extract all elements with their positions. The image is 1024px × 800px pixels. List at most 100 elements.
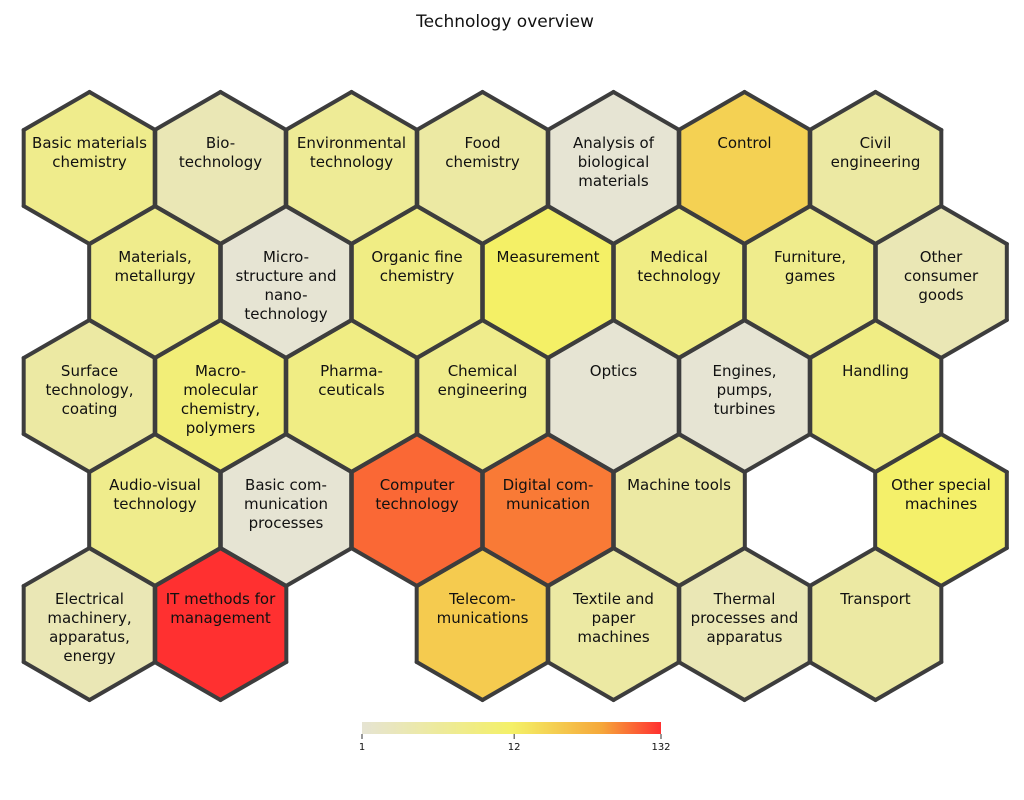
group-border-edge <box>676 546 747 588</box>
chart-title: Technology overview <box>416 12 594 32</box>
hex-label: Environmental technology <box>297 134 406 171</box>
hex-label-line: Bio- <box>206 134 235 152</box>
color-scale-legend: 1 12 132 <box>359 722 671 753</box>
hex-cells <box>23 91 1008 701</box>
group-border-edge <box>939 204 1009 246</box>
hex-label-line: Materials, <box>118 248 192 266</box>
group-border-edge <box>742 432 813 474</box>
hex-label-line: energy <box>63 647 115 665</box>
hex-label-line: Analysis of <box>573 134 655 152</box>
hex-label: Computer technology <box>375 476 458 513</box>
group-border-edge <box>545 318 616 360</box>
group-border-edge <box>349 204 419 246</box>
hex-label-line: Telecom- <box>448 590 516 608</box>
hex-label: Electrical machinery, apparatus, energy <box>47 590 131 665</box>
hex-label: Audio-visual technology <box>109 476 201 513</box>
hex-label: Other consumer goods <box>904 248 979 304</box>
group-border-edge <box>939 318 1009 360</box>
hex-label: Macro-molecular chemistry, polymers <box>181 362 260 437</box>
hex-label-line: consumer <box>904 267 979 285</box>
hex-label-line: technology <box>244 305 327 323</box>
group-border-edge <box>218 90 289 132</box>
group-border-edge <box>218 660 289 702</box>
group-border-edge <box>611 318 682 360</box>
group-border-edge <box>873 546 944 588</box>
hex-label: Chemical engineering <box>438 362 528 399</box>
hex-label-line: Pharma- <box>320 362 383 380</box>
group-border-edge <box>87 318 158 360</box>
group-border-edge <box>87 432 157 474</box>
group-border-edge <box>545 546 616 588</box>
group-border-edge <box>807 546 878 588</box>
group-border-edge <box>21 204 92 246</box>
hex-label-line: polymers <box>186 419 256 437</box>
group-border-edge <box>873 432 943 474</box>
group-border-edge <box>415 432 485 474</box>
group-border-edge <box>677 204 747 246</box>
group-border-edge <box>676 90 747 132</box>
hex-label-line: Machine tools <box>627 476 731 494</box>
hex-label-line: chemistry <box>445 153 520 171</box>
hex-label-line: technology, <box>45 381 133 399</box>
hex-label-line: molecular <box>183 381 258 399</box>
group-border-edge <box>807 318 878 360</box>
hex-label: IT methods for management <box>166 590 276 627</box>
hex-label-line: Micro- <box>263 248 309 266</box>
group-border-edge <box>21 546 92 588</box>
hex-label: Measurement <box>497 248 600 266</box>
hex-label: Transport <box>839 590 911 608</box>
hex-label-line: apparatus <box>707 628 783 646</box>
group-border-edge <box>415 204 485 246</box>
hex-label-line: materials <box>578 172 649 190</box>
hex-label-line: IT methods for <box>166 590 276 608</box>
group-border-edge <box>152 318 223 360</box>
hex-label: Engines, pumps, turbines <box>713 362 777 418</box>
hex-label: Organic fine chemistry <box>371 248 462 285</box>
hex-label-line: machines <box>577 628 649 646</box>
hex-label-line: Civil <box>860 134 892 152</box>
group-border-edge <box>611 660 682 702</box>
group-border-edge <box>676 660 747 702</box>
hex-label: Basic materials chemistry <box>32 134 147 171</box>
hex-label-line: Basic com- <box>245 476 327 494</box>
group-border-edge <box>611 546 682 588</box>
hex-label-line: processes <box>249 514 324 532</box>
hex-label: Textile and paper machines <box>572 590 654 646</box>
group-border-edge <box>873 660 944 702</box>
group-border-edge <box>873 204 943 246</box>
group-border-edge <box>349 432 419 474</box>
hex-label-line: engineering <box>438 381 528 399</box>
scale-tick-label: 132 <box>651 742 670 753</box>
hex-label: Optics <box>590 362 638 380</box>
hex-label-line: Furniture, <box>774 248 846 266</box>
group-border-edge <box>218 546 289 588</box>
group-border-edge <box>807 90 878 132</box>
group-border-edge <box>873 90 944 132</box>
hex-label: Food chemistry <box>445 134 520 171</box>
hex-label-line: technology <box>375 495 458 513</box>
group-border-edge <box>152 660 223 702</box>
hex-label-line: chemistry <box>52 153 127 171</box>
group-border-edge <box>284 432 354 474</box>
hex-label-line: Digital com- <box>503 476 594 494</box>
hex-label-line: biological <box>578 153 650 171</box>
group-border-edge <box>349 546 419 588</box>
hex-label-line: Macro- <box>195 362 246 380</box>
group-border-edge <box>87 204 157 246</box>
hex-label: Handling <box>842 362 909 380</box>
hex-label-line: Basic materials <box>32 134 147 152</box>
group-border-edge <box>546 432 616 474</box>
scale-tick-label: 12 <box>508 742 521 753</box>
hex-label: Materials, metallurgy <box>114 248 195 285</box>
group-border-edge <box>480 318 551 360</box>
hex-label-line: munications <box>437 609 529 627</box>
group-border-edge <box>939 546 1009 588</box>
group-border-edge <box>414 546 485 588</box>
group-border-edge <box>349 318 420 360</box>
hex-label-line: turbines <box>714 400 776 418</box>
hex-label: Control <box>717 134 771 152</box>
hex-label-line: engineering <box>831 153 921 171</box>
group-border-edge <box>873 318 944 360</box>
hex-label-line: Audio-visual <box>109 476 201 494</box>
